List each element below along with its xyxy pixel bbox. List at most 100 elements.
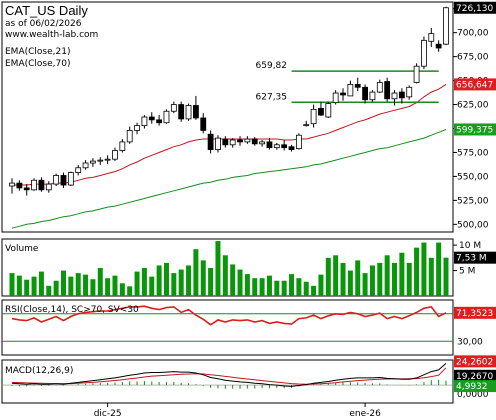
volume-bar: [392, 262, 398, 296]
volume-bar: [311, 285, 317, 296]
legend-ema70: EMA(Close,70): [5, 59, 70, 69]
price-tick-label: 550,00: [457, 172, 489, 182]
volume-bar: [90, 279, 96, 296]
candle-body: [215, 137, 221, 150]
candle-body: [443, 7, 449, 45]
candle-body: [82, 162, 89, 169]
candle-body: [376, 82, 383, 93]
volume-bar: [274, 280, 280, 296]
volume-bar: [83, 274, 89, 296]
volume-bar: [325, 257, 331, 296]
candle-body: [148, 116, 155, 121]
candle-body: [310, 108, 317, 125]
volume-bar: [369, 265, 375, 296]
candle-body: [318, 107, 324, 116]
volume-bar: [303, 281, 309, 296]
volume-bar: [9, 273, 15, 296]
candle-body: [435, 43, 442, 49]
volume-bar: [119, 283, 125, 296]
volume-bar: [436, 242, 442, 296]
volume-bar: [156, 265, 162, 296]
pane-frame-price: [1, 1, 454, 233]
volume-bar: [112, 275, 118, 296]
candle-body: [67, 172, 74, 186]
candle-body: [126, 130, 133, 143]
macd-pane-label: MACD(12,26,9): [5, 366, 73, 376]
candle-body: [332, 92, 339, 104]
ema21-last-tag-bg: [454, 78, 496, 91]
volume-bar: [347, 270, 353, 296]
candle-body: [156, 119, 163, 124]
rsi-last-tag-bg: [454, 306, 496, 319]
chart-title: CAT_US Daily: [5, 3, 88, 18]
last-close-tag: 726,130: [456, 4, 493, 14]
x-tick-label: dic-25: [94, 409, 122, 419]
candle-body: [60, 175, 67, 186]
macd-tick-label: 0,0000: [457, 390, 489, 400]
volume-bar: [31, 276, 37, 296]
candle-body: [229, 139, 236, 146]
level-label: 627,35: [256, 92, 288, 102]
price-pane: 659,82 627,35 726,130 656,647 599,375: [9, 1, 496, 229]
candle-body: [185, 105, 192, 120]
rsi-last-tag: 71,3523: [456, 309, 493, 319]
volume-last-tag-bg: [454, 251, 496, 264]
price-grid: 500,00525,00550,00575,00600,00625,00650,…: [453, 5, 489, 230]
price-tick-label: 525,00: [457, 196, 489, 206]
candle-body: [9, 182, 15, 187]
volume-tick-label: 10 M: [459, 241, 481, 251]
candle-body: [141, 116, 148, 127]
candle-body: [428, 33, 435, 42]
volume-bar: [362, 273, 368, 296]
volume-bar: [259, 278, 265, 296]
ema21-last-tag: 656,647: [456, 80, 493, 90]
volume-bar: [266, 275, 272, 296]
price-tick-label: 700,00: [457, 29, 489, 39]
watermark-text: www.wealth-lab.com: [5, 30, 98, 40]
volume-bar: [333, 255, 339, 296]
candle-body: [259, 141, 266, 145]
volume-bar: [281, 280, 287, 296]
volume-bar: [244, 274, 250, 296]
ema70-last-tag-bg: [454, 123, 496, 136]
volume-bar: [296, 278, 302, 296]
chart-subtitle: as of 06/02/2026: [5, 19, 82, 29]
volume-bar: [414, 247, 420, 296]
candle-body: [281, 144, 288, 149]
histogram-last-tag: 4,9932: [456, 382, 488, 392]
volume-bar: [193, 249, 199, 296]
pane-frame-rsi: [1, 299, 454, 356]
candle-body: [16, 182, 23, 189]
volume-bar: [215, 241, 221, 296]
volume-bar: [134, 271, 140, 296]
volume-bar: [384, 255, 390, 296]
macd-line: [11, 363, 447, 387]
histogram-last-tag-bg: [454, 380, 496, 393]
candle-body: [413, 65, 420, 83]
candle-body: [119, 141, 126, 151]
candle-body: [340, 92, 346, 96]
volume-bar: [406, 262, 412, 296]
price-tick-label: 675,00: [457, 53, 489, 63]
volume-bar: [68, 276, 74, 296]
last-close-tag-bg: [454, 1, 496, 14]
candle-body: [75, 167, 82, 173]
level-label: 659,82: [256, 61, 288, 71]
candle-body: [391, 92, 398, 100]
volume-tick-label: 5 M: [459, 267, 475, 277]
macd-signal-line: [11, 367, 447, 385]
volume-bar: [38, 271, 44, 296]
candle-body: [178, 104, 185, 120]
candle-body: [222, 138, 229, 146]
ema21-line: [12, 83, 447, 186]
candle-body: [303, 124, 310, 127]
volume-last-tag: 7,53 M: [456, 254, 487, 264]
candle-body: [23, 187, 30, 191]
volume-bar: [105, 278, 111, 296]
candle-body: [163, 110, 170, 124]
candle-body: [251, 138, 258, 145]
price-tick-label: 575,00: [457, 148, 489, 158]
rsi-tick-label: 30,00: [457, 337, 483, 347]
